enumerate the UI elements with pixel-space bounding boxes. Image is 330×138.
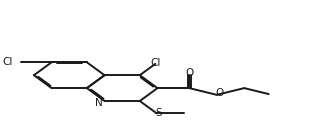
- Text: S: S: [156, 108, 162, 118]
- Text: Cl: Cl: [150, 58, 160, 68]
- Text: O: O: [185, 68, 193, 78]
- Text: Cl: Cl: [2, 57, 12, 67]
- Text: O: O: [216, 88, 224, 98]
- Text: N: N: [95, 99, 103, 108]
